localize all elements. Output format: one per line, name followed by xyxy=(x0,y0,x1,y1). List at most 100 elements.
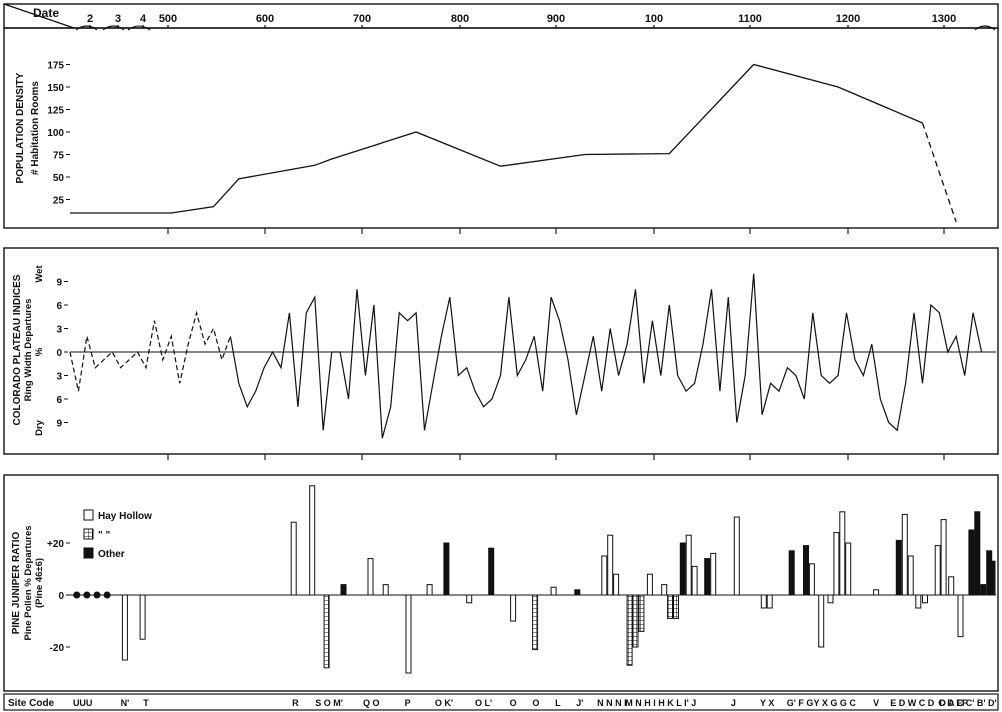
site-code: G' F G xyxy=(787,698,814,708)
pine-bar xyxy=(957,594,964,638)
pine-bar xyxy=(907,555,914,596)
site-code: V xyxy=(873,698,879,708)
population-title: POPULATION DENSITY xyxy=(15,72,26,183)
pine-bar xyxy=(704,558,711,596)
pine-bar xyxy=(788,550,795,596)
pine-bar xyxy=(426,584,433,596)
pine-bar xyxy=(673,594,679,619)
pine-bar xyxy=(833,532,840,596)
site-code: O xyxy=(510,698,517,708)
site-code: J xyxy=(731,698,736,708)
pine-bar xyxy=(613,573,620,596)
date-tick-label: 800 xyxy=(451,13,469,25)
site-code: O L' xyxy=(475,698,492,708)
population-ytick-label: 25 xyxy=(53,196,65,207)
date-tick-label: 1300 xyxy=(932,13,956,25)
pine-bar xyxy=(510,594,517,622)
pine-bar xyxy=(808,563,815,596)
date-tick-label: 900 xyxy=(547,13,565,25)
pine-bar xyxy=(367,558,374,596)
site-code-label: Site Code xyxy=(8,698,55,709)
pine-ytick-label: +20 xyxy=(47,539,64,550)
site-code: T xyxy=(143,698,149,708)
pine-bar xyxy=(638,594,645,632)
indices-series-line xyxy=(229,273,983,439)
site-code: C D E xyxy=(938,698,962,708)
pine-legend: Hay Hollow " " Other xyxy=(83,509,152,560)
pine-bar xyxy=(827,594,834,604)
indices-ytick-label: 3 xyxy=(56,372,62,383)
pine-ytick-label: 0 xyxy=(58,591,64,602)
date-tick-label: 100 xyxy=(645,13,663,25)
site-codes: UUU N' T R S O M' Q O P O K' O L' O O L J' N N N IM N… xyxy=(73,698,997,708)
pine-bar xyxy=(139,594,146,640)
pine-bar xyxy=(466,594,473,604)
pine-bar xyxy=(980,584,987,596)
pine-zero-dot xyxy=(103,591,111,599)
pine-bar xyxy=(607,534,614,596)
pine-bar xyxy=(803,545,809,596)
indices-ylabel-pct: % xyxy=(34,347,45,356)
population-plot: 25 50 75 100 125 150 175 xyxy=(47,61,957,223)
legend-swatch xyxy=(83,509,94,521)
site-code: M N H I H K L I' J xyxy=(625,698,696,708)
indices-ytick-label: 9 xyxy=(56,278,62,289)
pine-bar xyxy=(340,584,347,596)
site-code: J' xyxy=(576,698,583,708)
population-ytick-label: 50 xyxy=(53,173,65,184)
indices-dashed-line xyxy=(69,310,231,392)
pine-bar xyxy=(934,545,941,596)
legend-label: Hay Hollow xyxy=(98,511,152,522)
axis-break-mark xyxy=(127,25,151,31)
indices-panel-frame xyxy=(3,247,999,455)
pine-panel-frame xyxy=(3,474,999,692)
legend-label: " " xyxy=(98,530,111,541)
date-tick-label: 1200 xyxy=(836,13,860,25)
population-ytick-label: 100 xyxy=(47,128,64,139)
pine-bar xyxy=(710,552,717,596)
pine-bar xyxy=(895,539,902,596)
pine-bar xyxy=(948,576,955,596)
pine-bar xyxy=(766,594,773,609)
site-code: D A C C' B' D' xyxy=(939,698,996,708)
population-ylabel: # Habitation Rooms xyxy=(30,81,41,175)
site-code: F xyxy=(962,698,968,708)
pine-bar xyxy=(968,529,975,596)
site-code: S O M' xyxy=(315,698,343,708)
legend-swatch xyxy=(83,528,94,540)
pine-bar xyxy=(691,565,698,596)
site-code: N N N I xyxy=(597,698,627,708)
axis-break-mark xyxy=(102,25,125,31)
pine-ylabel: Pine Pollen % Departures xyxy=(23,525,34,640)
pine-bar xyxy=(488,547,495,596)
date-tick-label: 2 xyxy=(87,13,93,25)
indices-ytick-label: 6 xyxy=(56,395,62,406)
pine-bar xyxy=(632,594,639,648)
pine-bar xyxy=(845,542,852,596)
pine-bar xyxy=(121,594,128,661)
date-tick-label: 600 xyxy=(256,13,274,25)
pine-ylabel-sub: (Pine 46±6) xyxy=(34,558,45,608)
pine-bar xyxy=(839,511,846,596)
site-code: R xyxy=(292,698,299,708)
date-tick-label: 500 xyxy=(159,13,177,25)
pine-bar xyxy=(667,594,674,619)
pine-bar xyxy=(685,534,692,596)
date-tick-label: 1100 xyxy=(738,13,762,25)
date-tick-label: 700 xyxy=(353,13,371,25)
population-panel-frame xyxy=(3,27,999,229)
population-ytick-label: 125 xyxy=(47,106,64,117)
indices-ylabel-dry: Dry xyxy=(34,419,45,436)
indices-ytick-label: 9 xyxy=(56,419,62,430)
pine-bar xyxy=(974,511,981,596)
date-ticks: 2 3 4 500 600 700 800 900 100 1100 1200 1300 xyxy=(87,13,956,28)
population-dashed-line xyxy=(921,122,957,223)
pine-zero-dot xyxy=(73,591,81,599)
pine-ytick-label: -20 xyxy=(50,643,65,654)
site-code-frame xyxy=(3,693,999,711)
pine-zero-dot xyxy=(93,591,101,599)
pine-bar xyxy=(626,594,633,666)
site-code: P xyxy=(405,698,411,708)
pine-bar xyxy=(818,594,825,648)
indices-ytick-label: 6 xyxy=(56,301,62,312)
